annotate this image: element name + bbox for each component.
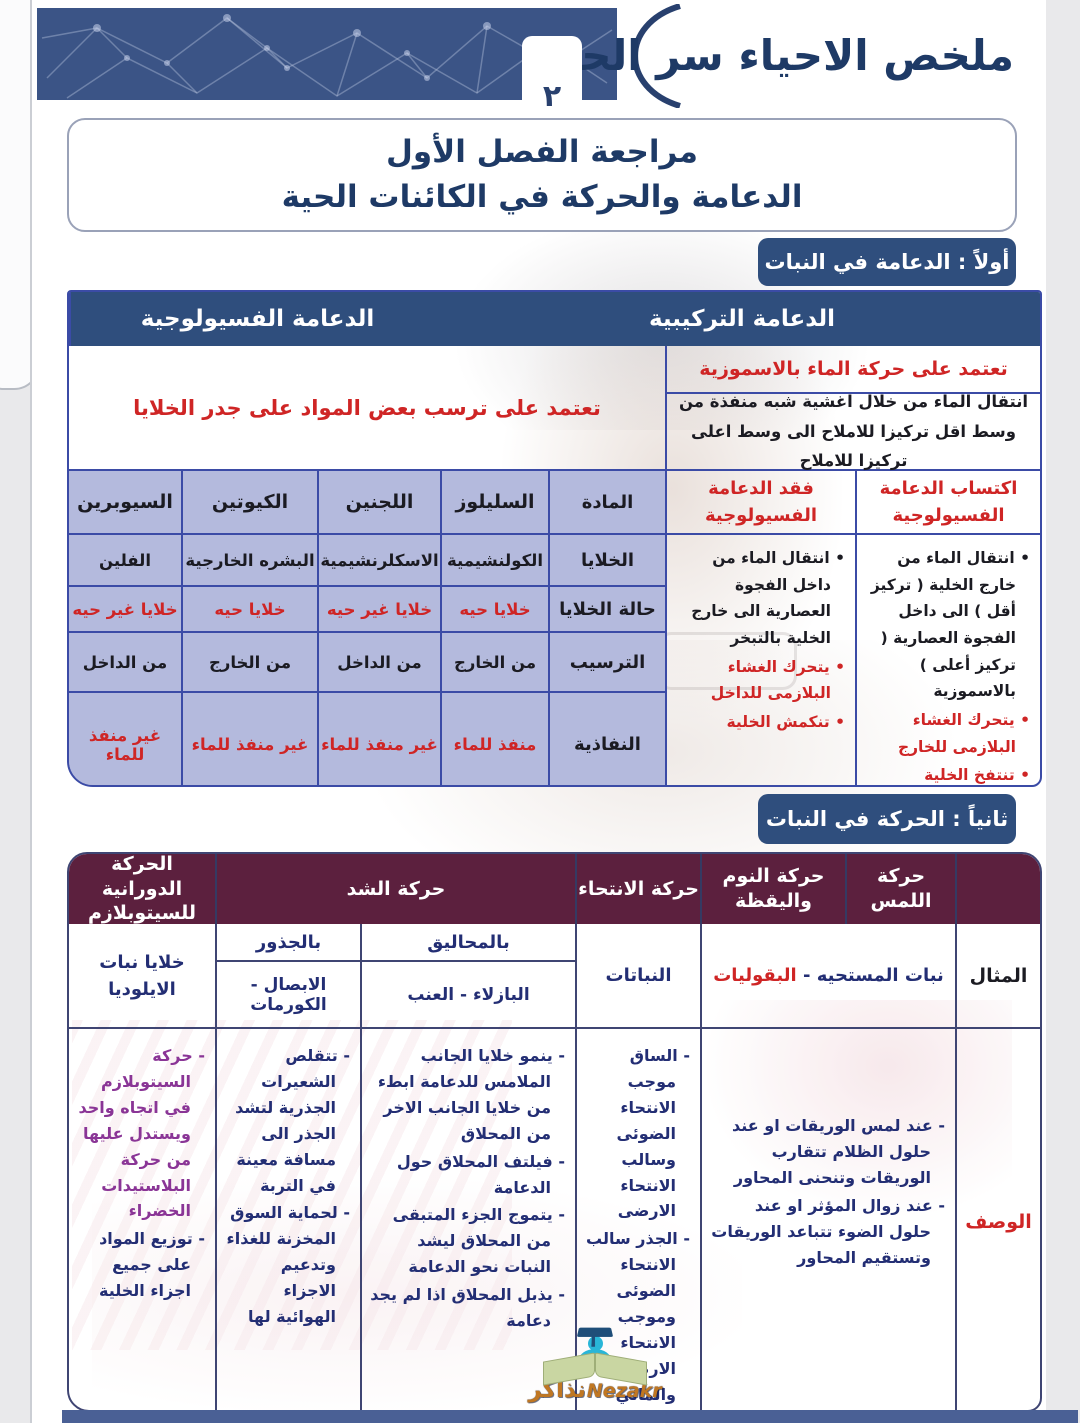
review-line2: الدعامة والحركة في الكائنات الحية [281, 179, 803, 215]
description-cyclosis: حركة السيتوبلازم في اتجاه واحد ويستدل عل… [69, 1029, 215, 1410]
material: اللجنين [319, 471, 440, 533]
tension-movement-header: حركة الشد [215, 854, 575, 924]
deposition: من الخارج [442, 633, 548, 691]
review-line1: مراجعة الفصل الأول [386, 134, 698, 171]
cyclosis-point: توزيع المواد على جميع اجزاء الخلية [77, 1226, 205, 1304]
example-touch-red: البقوليات [713, 965, 797, 986]
footer-bar [62, 1410, 1078, 1423]
cell-state: خلايا حيه [442, 587, 548, 631]
deposition: من الخارج [183, 633, 317, 691]
example-tendrils: بالمحاليق البازلاء - العنب [360, 924, 575, 1027]
loss-points-red: يتحرك الغشاء البلازمى للداخلتنكمش الخلية [673, 654, 845, 736]
header-banner [37, 8, 617, 100]
example-touch-main: نبات المستحيه [816, 965, 944, 986]
permeability: غير منفذ للماء [319, 693, 440, 785]
row-label: الخلايا [550, 535, 665, 585]
roots-example: الابصال - الكورمات [250, 974, 327, 1015]
permeability: غير منفذ للماء [69, 693, 181, 785]
row-label: حالة الخلايا [550, 587, 665, 631]
review-title-box: مراجعة الفصل الأول الدعامة والحركة في ال… [67, 118, 1017, 232]
row-label: الترسيب [550, 633, 665, 691]
example-cyclosis: خلايا نبات الايلوديا [99, 951, 185, 1000]
permeability: منفذ للماء [442, 693, 548, 785]
section1-badge: أولاً : الدعامة في النبات [758, 238, 1016, 286]
structural-principle: تعتمد على ترسب بعض المواد على جدر الخلاي… [133, 395, 601, 420]
logo-text-latin: Nezakr [586, 1380, 662, 1402]
deposition: من الداخل [319, 633, 440, 691]
nezakr-logo: Nezakr نذاكر [505, 1326, 685, 1422]
example-roots: بالجذور الابصال - الكورمات [215, 924, 360, 1027]
loss-point: انتقال الماء من داخل الفجوة العصارية الى… [673, 545, 845, 652]
roots-subheader: بالجذور [217, 924, 360, 962]
graduation-cap-icon [576, 1327, 614, 1337]
structural-support-header: الدعامة التركيبية [648, 306, 836, 332]
cell-state: خلايا غير حيه [69, 587, 181, 631]
page-number: ٢ [542, 79, 562, 114]
cell-type: البشره الخارجية [183, 535, 317, 585]
deposition: من الداخل [69, 633, 181, 691]
material: السيوبرين [69, 471, 181, 533]
example-touch-sleep: نبات المستحيه - البقوليات [700, 924, 955, 1027]
material: الكيوتين [183, 471, 317, 533]
example-row-label: المثال [955, 924, 1040, 1027]
tendrils-subheader: بالمحاليق [362, 924, 575, 962]
title-swoosh-icon [632, 4, 681, 108]
description-touch-sleep: عند لمس الوريقات او عند حلول الظلام تتقا… [700, 1029, 955, 1410]
page-number-tab: ٢ [522, 36, 582, 118]
page-card: ٢ ملخص الاحياء سر الحياة مراجعة الفصل ال… [30, 0, 1078, 1423]
cell-type: الكولنشيمية [442, 535, 548, 585]
movement-table-header: حركة اللمس حركة النوم واليقظة حركة الانت… [69, 854, 1040, 924]
support-table-header: الدعامة التركيبية الدعامة الفسيولوجية [69, 292, 1040, 346]
gain-support-column: اكتساب الدعامة الفسيولوجية انتقال الماء … [855, 471, 1040, 785]
osmosis-definition: انتقال الماء من خلال اغشية شبه منفذة من … [667, 392, 1040, 471]
tropism-movement-header: حركة الانتحاء [575, 854, 700, 924]
gain-point: انتقال الماء من خارج الخلية ( تركيز أقل … [863, 545, 1030, 705]
sleep-wake-movement-header: حركة النوم واليقظة [700, 854, 845, 924]
row-label: المادة [550, 471, 665, 533]
support-table: الدعامة التركيبية الدعامة الفسيولوجية تع… [67, 290, 1042, 787]
separator: - [796, 965, 817, 986]
example-row: المثال نبات المستحيه - البقوليات النباتا… [69, 924, 1040, 1027]
physiological-column: تعتمد على حركة الماء بالاسموزية انتقال ا… [665, 346, 1040, 785]
permeability: غير منفذ للماء [183, 693, 317, 785]
section2-badge: ثانياً : الحركة في النبات [758, 794, 1016, 844]
description-roots: تتقلص الشعيرات الجذرية لتشد الجذر الى مس… [215, 1029, 360, 1410]
material: السليلوز [442, 471, 548, 533]
page-title: ملخص الاحياء سر الحياة [523, 30, 1015, 80]
example-tropism: النباتات [575, 924, 700, 1027]
cell-type: الاسكلرنشيمية [319, 535, 440, 585]
loss-support-header: فقد الدعامة الفسيولوجية [667, 471, 855, 535]
physiological-support-header: الدعامة الفسيولوجية [69, 292, 444, 346]
cyclosis-point: حركة السيتوبلازم في اتجاه واحد ويستدل عل… [77, 1043, 205, 1224]
materials-grid: المادة السليلوز اللجنين الكيوتين السيوبر… [69, 469, 665, 785]
tendrils-example: البازلاء - العنب [407, 984, 530, 1005]
structural-column: تعتمد على ترسب بعض المواد على جدر الخلاي… [69, 346, 665, 785]
gain-points-red: يتحرك الغشاء البلازمى للخارجتنتفخ الخلية [863, 707, 1030, 785]
loss-support-column: فقد الدعامة الفسيولوجية انتقال الماء من … [667, 471, 855, 785]
row-label: النفاذية [550, 693, 665, 785]
cell-state: خلايا حيه [183, 587, 317, 631]
touch-movement-header: حركة اللمس [845, 854, 955, 924]
gain-support-header: اكتساب الدعامة الفسيولوجية [857, 471, 1040, 535]
cell-type: الفلين [69, 535, 181, 585]
cell-state: خلايا غير حيه [319, 587, 440, 631]
description-row-label: الوصف [955, 1029, 1040, 1410]
cyclosis-movement-header: الحركة الدورانية للسيتوبلازم [87, 852, 197, 925]
corner-cell [955, 854, 1040, 924]
